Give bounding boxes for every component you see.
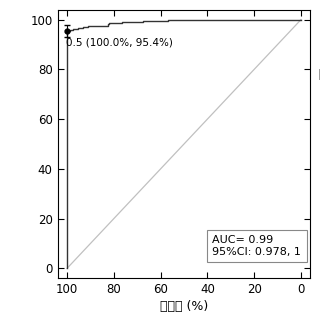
Text: 0.5 (100.0%, 95.4%): 0.5 (100.0%, 95.4%) <box>66 37 173 47</box>
X-axis label: 特异度 (%): 特异度 (%) <box>160 300 208 313</box>
Text: （%）: （%） <box>318 68 320 81</box>
Text: AUC= 0.99
95%CI: 0.978, 1: AUC= 0.99 95%CI: 0.978, 1 <box>212 235 301 257</box>
